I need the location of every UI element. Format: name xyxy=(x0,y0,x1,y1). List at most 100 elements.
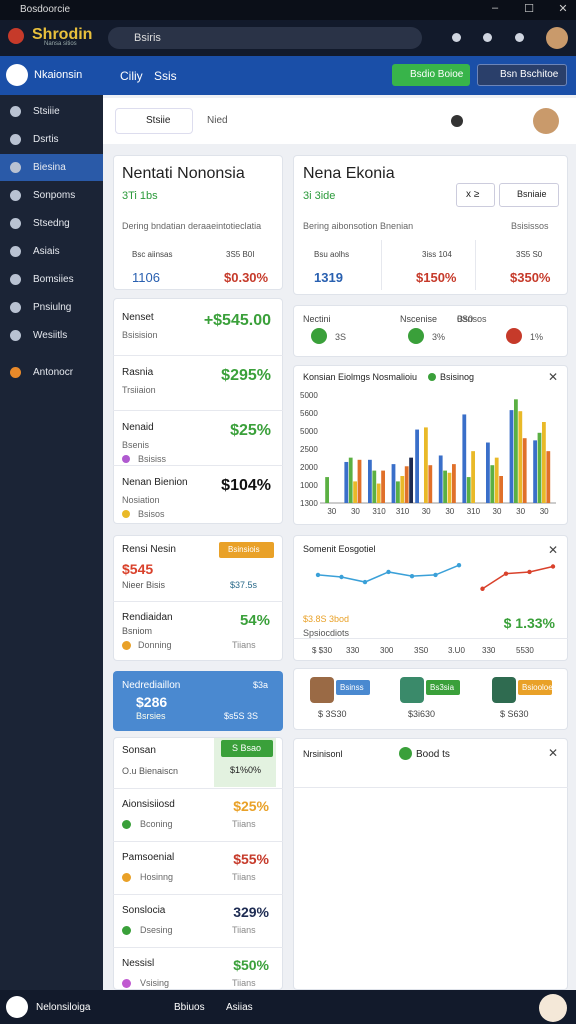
stat-label: 3S5 B0I xyxy=(226,250,255,259)
nav-brand[interactable]: Nkaionsin xyxy=(34,69,83,81)
icon xyxy=(122,641,131,650)
sidebar-item[interactable]: Stsedng xyxy=(33,218,70,229)
button-label[interactable]: Bsn Bschitoe xyxy=(500,69,559,80)
metric-value: $104% xyxy=(221,477,271,494)
metric-value: $25% xyxy=(230,422,271,439)
row-subtitle: Bsniom xyxy=(122,626,153,636)
metric-title: Rasnia xyxy=(122,367,154,378)
close-button[interactable]: ✕ xyxy=(548,370,559,384)
window-control[interactable]: ✕ xyxy=(558,3,568,15)
window-control[interactable]: ☐ xyxy=(524,3,534,15)
caption: Dering bndatian deraaeintotieclatia xyxy=(122,221,262,231)
nav-link[interactable]: Ciliy xyxy=(120,69,143,83)
chart-subtitle: Spsiocdiots xyxy=(303,628,350,638)
promo-subtitle: Nieer Bisis xyxy=(122,580,166,590)
icon xyxy=(10,190,21,201)
stat-label: Bsu aolhs xyxy=(314,250,350,259)
icon xyxy=(10,106,21,117)
product-image xyxy=(400,677,424,703)
button[interactable] xyxy=(477,64,567,86)
icon xyxy=(483,33,492,42)
icon xyxy=(408,328,424,344)
badge xyxy=(219,542,274,558)
badge xyxy=(426,680,460,695)
icon xyxy=(10,302,21,313)
divider xyxy=(113,841,283,842)
mini-label: Nectini xyxy=(303,314,331,324)
search-box[interactable] xyxy=(108,27,422,49)
nav-link[interactable]: Ssis xyxy=(154,69,177,83)
button-label[interactable]: Bsdio Boioe xyxy=(410,69,464,80)
divider xyxy=(293,638,568,639)
dropdown-label[interactable]: Stsiie xyxy=(146,115,171,126)
list-row-note: Bconing xyxy=(140,819,173,829)
sidebar-item[interactable]: Stsiiie xyxy=(33,106,60,117)
sidebar-item[interactable]: Dsrtis xyxy=(33,134,59,145)
metric-note: Bsisos xyxy=(138,509,165,519)
x-tick-label: 3.U0 xyxy=(448,646,465,655)
sidebar-item[interactable]: Sonpoms xyxy=(33,190,76,201)
highlight-card xyxy=(113,671,283,731)
metric-note: Bsisiss xyxy=(138,454,167,464)
icon xyxy=(451,115,463,127)
list-row-value: 329% xyxy=(233,904,269,920)
footer-link[interactable]: Asiias xyxy=(226,1002,253,1013)
list-row-value: $50% xyxy=(233,957,269,973)
sidebar-item[interactable]: Pnsiulng xyxy=(33,302,72,313)
input-placeholder[interactable]: Nied xyxy=(207,115,228,126)
badge xyxy=(518,680,552,695)
card xyxy=(293,305,568,357)
close-button[interactable]: ✕ xyxy=(548,543,559,557)
metric-subtitle: Trsiiaion xyxy=(122,385,156,395)
card-title: Nena Ekonia xyxy=(303,165,395,182)
button[interactable] xyxy=(456,183,495,207)
card-title: Nentati Nononsia xyxy=(122,165,245,182)
x-tick-label: 5530 xyxy=(516,646,534,655)
x-tick-label: 330 xyxy=(482,646,496,655)
icon xyxy=(122,455,130,463)
sidebar-item[interactable]: Biesina xyxy=(33,162,66,173)
caption: Bering aibonsotion Bnenian xyxy=(303,221,414,231)
product-price: $3i630 xyxy=(408,709,436,719)
icon xyxy=(533,108,559,134)
card-subtitle: 3i 3ide xyxy=(303,190,336,202)
icon xyxy=(10,162,21,173)
icon xyxy=(515,33,524,42)
divider xyxy=(113,355,283,356)
stat-label: Bsc aiinsas xyxy=(132,250,173,259)
list-row-title: Aionsisiiosd xyxy=(122,799,175,810)
stat-value: $350% xyxy=(510,270,551,285)
dropdown[interactable] xyxy=(115,108,193,134)
list-row-note: Tiians xyxy=(232,978,256,988)
mini-label: 0S0 xyxy=(457,314,474,324)
badge-value: $1%0% xyxy=(230,765,262,775)
button[interactable] xyxy=(499,183,559,207)
sidebar-item[interactable]: Antonocr xyxy=(33,367,74,378)
close-button[interactable]: ✕ xyxy=(548,746,559,760)
product-image xyxy=(492,677,516,703)
button-label[interactable]: Bsniaie xyxy=(517,189,547,199)
icon xyxy=(10,274,21,285)
icon xyxy=(428,373,436,381)
icon xyxy=(6,64,28,86)
chart-note: $3.8S 3bod xyxy=(303,614,350,624)
x-tick-label: $ $30 xyxy=(312,646,333,655)
list-row-value: $55% xyxy=(233,851,269,867)
sidebar-item[interactable]: Bomsiies xyxy=(33,274,74,285)
search-placeholder[interactable]: Bsiris xyxy=(134,32,161,44)
sidebar-item[interactable]: Asiais xyxy=(33,246,60,257)
card xyxy=(293,668,568,730)
highlight-subtitle: Bsrsies xyxy=(136,711,166,721)
button-label[interactable]: x ≥ xyxy=(466,189,480,200)
divider xyxy=(113,410,283,411)
footer-brand[interactable]: Nelonsiloiga xyxy=(36,1002,91,1013)
metric-title: Nenset xyxy=(122,312,154,323)
button[interactable] xyxy=(392,64,470,86)
footer-link[interactable]: Bbiuos xyxy=(174,1002,205,1013)
window-control[interactable]: – xyxy=(491,2,499,14)
metric-title: Nenaid xyxy=(122,422,154,433)
metric-value: $295% xyxy=(221,367,271,384)
list-row-note: Vsising xyxy=(140,978,170,988)
sidebar-item[interactable]: Wesiitls xyxy=(33,330,68,341)
promo-title: Rensi Nesin xyxy=(122,544,176,555)
